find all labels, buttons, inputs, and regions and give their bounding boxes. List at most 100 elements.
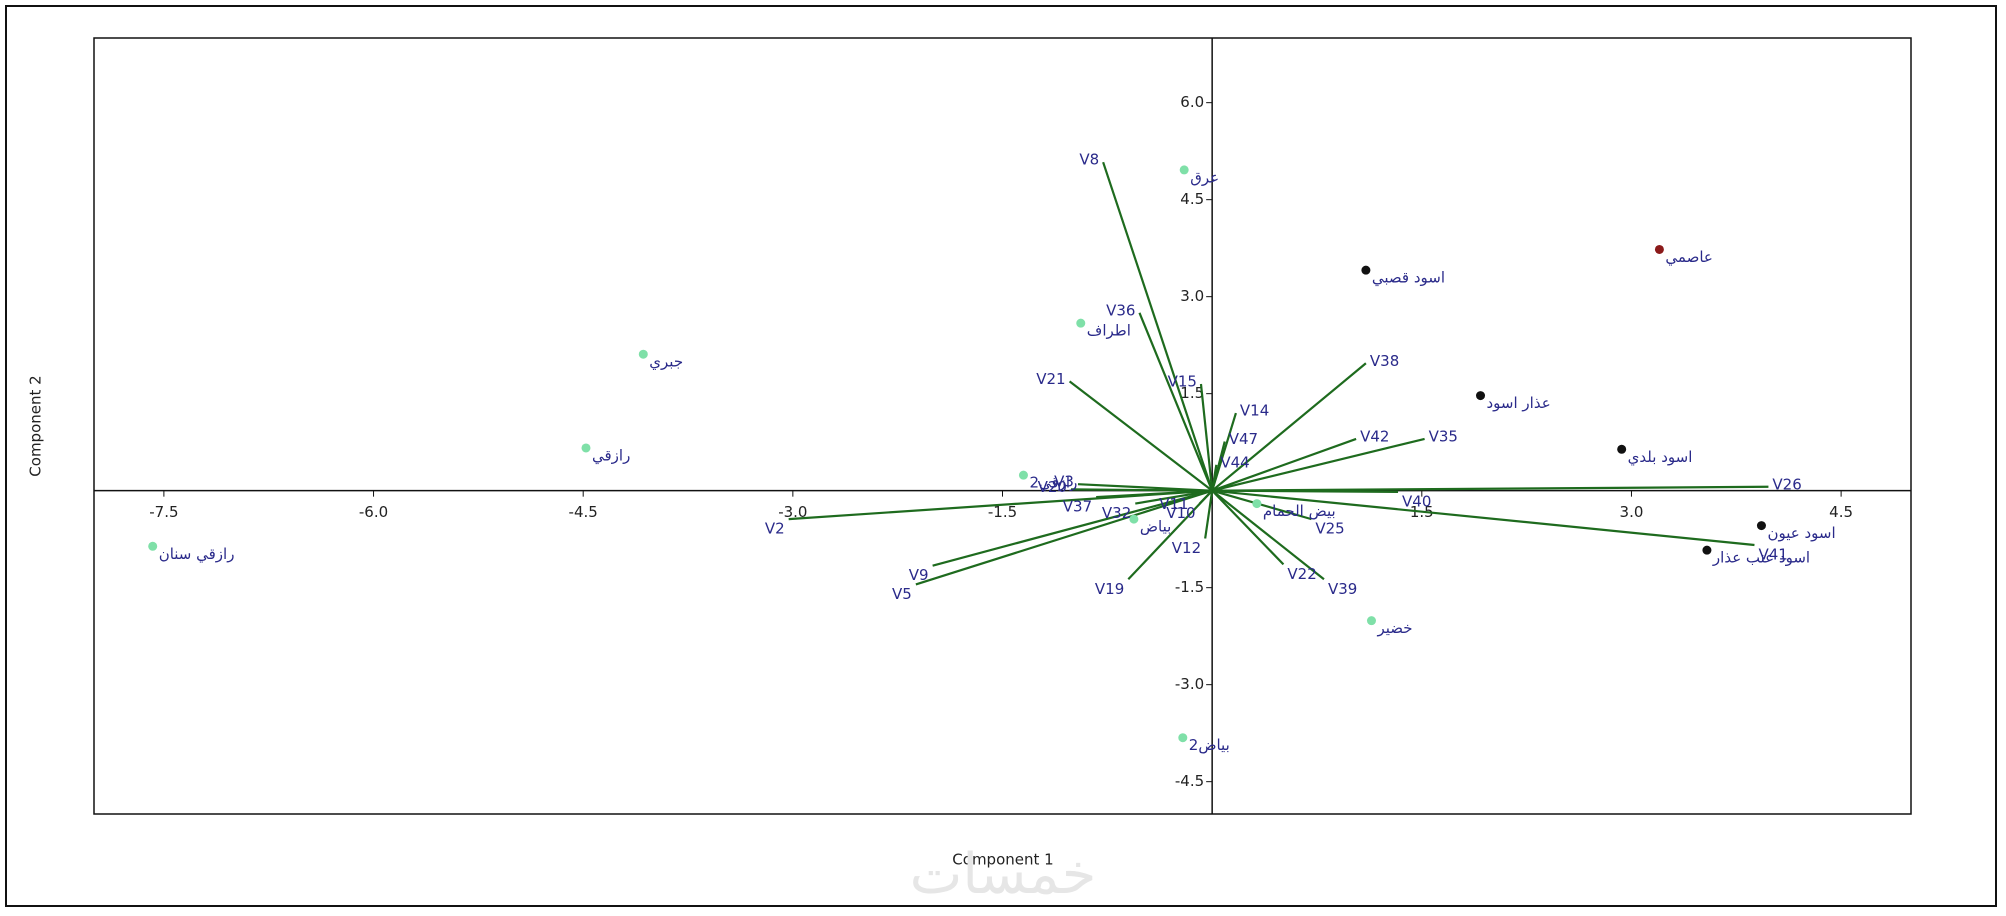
score-point	[148, 541, 158, 551]
vector-label: V20	[1038, 478, 1067, 496]
loading-vector	[1211, 362, 1367, 492]
loading-vector	[1212, 489, 1755, 547]
y-tick-label: 3.0	[1180, 287, 1204, 305]
vector-label: V39	[1328, 580, 1357, 598]
point-label: اسود بلدي	[1628, 448, 1693, 467]
score-point	[638, 349, 648, 359]
score-point	[1617, 444, 1627, 454]
score-point	[1654, 244, 1664, 254]
y-tick-label: 6.0	[1180, 93, 1204, 111]
score-point	[1702, 545, 1712, 555]
vector-label: V9	[909, 566, 929, 584]
loading-vector	[1204, 490, 1214, 539]
vector-label: V15	[1168, 372, 1197, 390]
vector-label: V26	[1772, 475, 1801, 493]
vector-label: V19	[1095, 580, 1124, 598]
loading-vector	[1127, 489, 1213, 581]
score-point	[1361, 265, 1371, 275]
y-tick-label: -4.5	[1175, 772, 1204, 790]
x-tick-label: -1.5	[988, 503, 1017, 521]
vector-label: V25	[1315, 520, 1344, 538]
point-label: عرق	[1190, 168, 1219, 186]
point-label: بياض	[1140, 518, 1171, 536]
y-axis-label: Component 2	[27, 375, 45, 476]
y-tick-label: -1.5	[1175, 578, 1204, 596]
loading-vector	[1096, 489, 1213, 499]
loading-vector	[1068, 380, 1213, 492]
loading-vector	[1211, 489, 1325, 581]
x-tick-label: 3.0	[1620, 503, 1644, 521]
loading-vector	[932, 489, 1213, 567]
score-point	[1252, 499, 1262, 509]
point-label: عاصمي	[1665, 248, 1712, 267]
loading-vector	[1211, 437, 1425, 492]
loading-vector	[1211, 489, 1285, 566]
point-label: رازقي2	[1029, 474, 1077, 493]
point-label: رازقي	[592, 446, 630, 465]
score-point	[1179, 165, 1189, 175]
vector-label: V14	[1240, 402, 1269, 420]
point-label: عذار اسود	[1487, 394, 1551, 412]
point-label: جبري	[649, 353, 683, 372]
vector-label: V12	[1172, 539, 1201, 557]
vector-label: V10	[1166, 504, 1195, 522]
point-label: بيض الحمام	[1263, 502, 1336, 520]
vector-label: V8	[1079, 151, 1099, 169]
vector-label: V22	[1287, 565, 1316, 583]
y-tick-label: -3.0	[1175, 675, 1204, 693]
loading-vector	[1138, 312, 1214, 492]
score-point	[1476, 391, 1486, 401]
vector-label: V42	[1360, 427, 1389, 445]
vector-label: V11	[1159, 495, 1188, 513]
score-point	[1018, 470, 1028, 480]
watermark: خمسات	[910, 842, 1097, 907]
loading-vector	[1199, 383, 1214, 491]
vector-label: V37	[1063, 498, 1092, 516]
vector-label: V36	[1106, 301, 1135, 319]
plot-frame	[93, 37, 1912, 815]
loading-vector	[1211, 437, 1357, 492]
vector-label: V38	[1370, 352, 1399, 370]
loading-vector	[1212, 485, 1769, 492]
loading-vector	[1192, 489, 1213, 496]
point-label: بياض2	[1189, 736, 1230, 754]
score-point	[1076, 318, 1086, 328]
score-point	[581, 443, 591, 453]
score-point	[1756, 521, 1766, 531]
point-label: اطراف	[1087, 322, 1131, 340]
score-point	[1129, 514, 1139, 524]
vector-label: V40	[1402, 492, 1431, 510]
point-label: اسود عيون	[1767, 524, 1835, 542]
vector-label: V2	[765, 520, 785, 538]
vector-label: V35	[1429, 427, 1458, 445]
y-tick-label: 1.5	[1180, 384, 1204, 402]
point-label: رازقي سنان	[159, 545, 235, 564]
loading-vector	[915, 489, 1213, 586]
x-tick-label: 4.5	[1829, 503, 1853, 521]
loading-vector	[1211, 489, 1312, 521]
score-point	[1366, 616, 1376, 626]
x-tick-label: -6.0	[359, 503, 388, 521]
vector-label: V3	[1054, 473, 1074, 491]
x-tick-label: -7.5	[149, 503, 178, 521]
vector-label: V47	[1229, 430, 1258, 448]
x-tick-label: -4.5	[569, 503, 598, 521]
vector-label: V44	[1220, 453, 1249, 471]
point-label: اسود عنب عذار	[1712, 549, 1810, 567]
vector-label: V5	[892, 585, 912, 603]
vector-label: V32	[1102, 504, 1131, 522]
vector-label: V21	[1036, 370, 1065, 388]
loading-vector	[1198, 489, 1213, 505]
vector-label: V41	[1758, 545, 1787, 563]
loading-vector	[1102, 161, 1214, 492]
x-tick-label: -3.0	[778, 503, 807, 521]
x-axis-label: Component 1	[952, 851, 1053, 869]
loading-vector	[1070, 488, 1213, 492]
loading-vector	[1212, 489, 1399, 494]
point-label: خضير	[1376, 619, 1412, 637]
point-label: اسود قصبي	[1372, 269, 1445, 288]
loading-vector	[1211, 464, 1218, 491]
y-tick-label: 4.5	[1180, 190, 1204, 208]
score-point	[1178, 733, 1188, 743]
